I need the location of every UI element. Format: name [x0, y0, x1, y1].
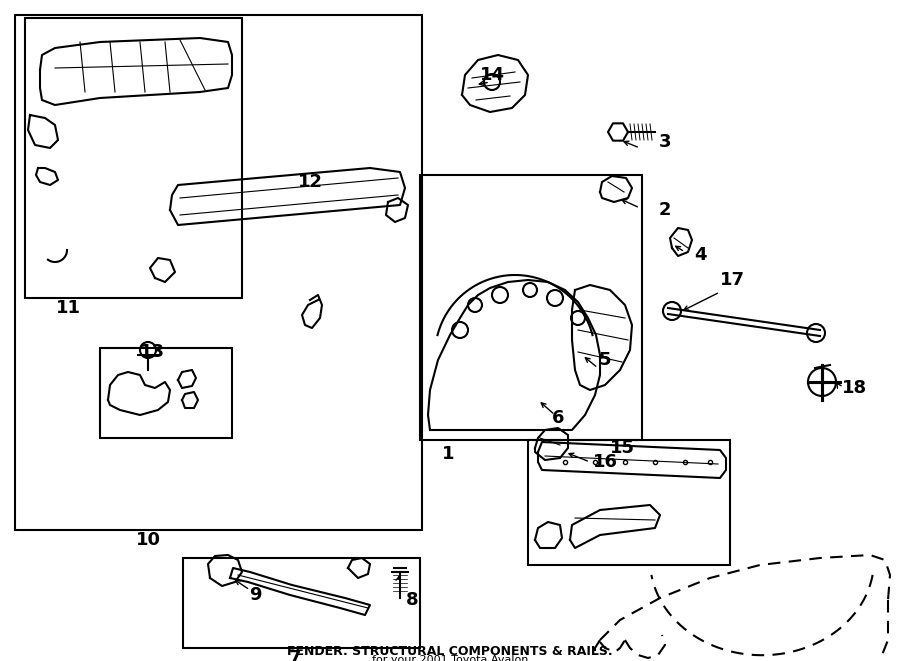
Text: 18: 18	[842, 379, 868, 397]
Bar	[15, 15, 422, 530]
Text: 9: 9	[248, 586, 261, 604]
Text: 16: 16	[592, 453, 617, 471]
Text: 3: 3	[659, 133, 671, 151]
Text: 8: 8	[406, 591, 419, 609]
Text: 5: 5	[598, 351, 611, 369]
Text: 1: 1	[442, 445, 454, 463]
Text: 13: 13	[140, 343, 165, 361]
Text: 11: 11	[56, 299, 80, 317]
Text: 15: 15	[609, 439, 634, 457]
Text: 2: 2	[659, 201, 671, 219]
Text: 6: 6	[552, 409, 564, 427]
Text: 12: 12	[298, 173, 322, 191]
Text: 14: 14	[480, 66, 505, 84]
Text: FENDER. STRUCTURAL COMPONENTS & RAILS.: FENDER. STRUCTURAL COMPONENTS & RAILS.	[287, 645, 613, 658]
Bar	[25, 18, 242, 298]
Text: for your 2001 Toyota Avalon: for your 2001 Toyota Avalon	[372, 655, 528, 661]
Text: 4: 4	[694, 246, 706, 264]
Text: 10: 10	[136, 531, 160, 549]
Bar	[528, 440, 730, 565]
Bar	[420, 175, 642, 440]
Text: 7: 7	[289, 649, 302, 661]
Bar	[100, 348, 232, 438]
Bar	[183, 558, 420, 648]
Text: 17: 17	[719, 271, 744, 289]
